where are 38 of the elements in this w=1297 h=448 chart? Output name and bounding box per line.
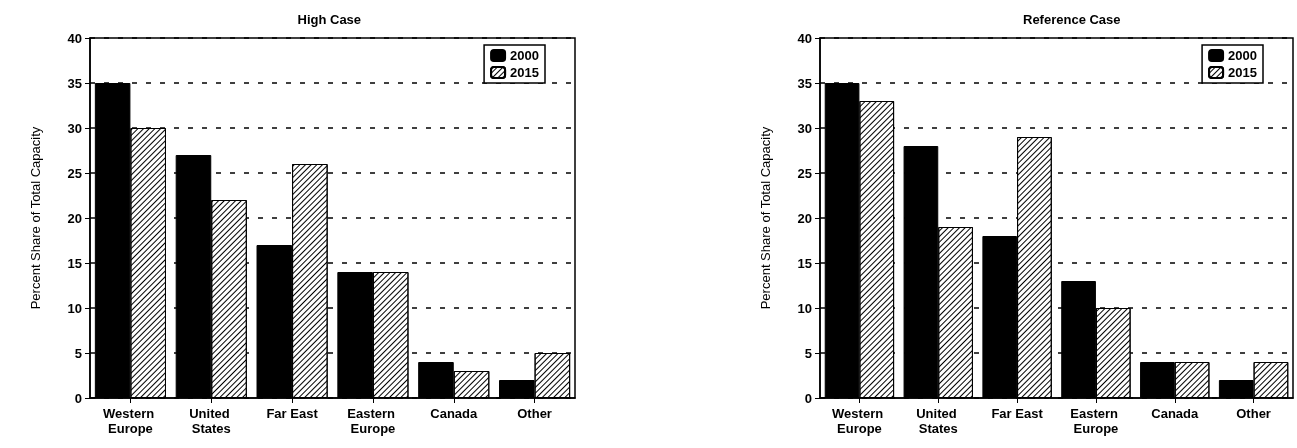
y-tick-label: 20 [67, 210, 82, 226]
y-tick-label: 25 [67, 165, 82, 181]
x-tick-label: Other [517, 406, 552, 421]
y-tick-label: 30 [67, 120, 82, 136]
y-tick-label: 5 [74, 345, 82, 361]
y-tick-label: 20 [797, 210, 812, 226]
y-tick-label: 35 [797, 75, 812, 91]
x-tick-label: Eastern Europe [347, 406, 399, 436]
y-axis-title: Percent Share of Total Capacity [28, 126, 43, 310]
x-tick-label: United States [189, 406, 234, 436]
y-tick-label: 30 [797, 120, 812, 136]
x-tick-label: Western Europe [832, 406, 887, 436]
y-tick-label: 15 [67, 255, 82, 271]
legend-label: 2015 [1228, 65, 1257, 80]
y-tick-label: 25 [797, 165, 812, 181]
chart-title: High Case [297, 12, 362, 27]
x-tick-label: Far East [991, 406, 1044, 421]
legend-label: 2000 [510, 48, 539, 63]
legend-label: 2000 [1228, 48, 1257, 63]
y-tick-label: 35 [67, 75, 82, 91]
y-tick-label: 0 [74, 390, 82, 406]
legend-label: 2015 [510, 65, 539, 80]
y-tick-label: 10 [797, 300, 812, 316]
y-axis-title: Percent Share of Total Capacity [758, 126, 773, 310]
y-tick-label: 10 [67, 300, 82, 316]
y-tick-label: 5 [804, 345, 812, 361]
x-tick-label: Canada [430, 406, 478, 421]
x-tick-label: United States [916, 406, 961, 436]
x-tick-label: Western Europe [103, 406, 158, 436]
x-tick-label: Eastern Europe [1070, 406, 1122, 436]
chart-title: Reference Case [1023, 12, 1121, 27]
x-tick-label: Canada [1151, 406, 1199, 421]
x-tick-label: Other [1236, 406, 1271, 421]
y-tick-label: 40 [67, 30, 82, 46]
y-tick-label: 0 [804, 390, 812, 406]
y-tick-label: 40 [797, 30, 812, 46]
x-tick-label: Far East [266, 406, 319, 421]
y-tick-label: 15 [797, 255, 812, 271]
